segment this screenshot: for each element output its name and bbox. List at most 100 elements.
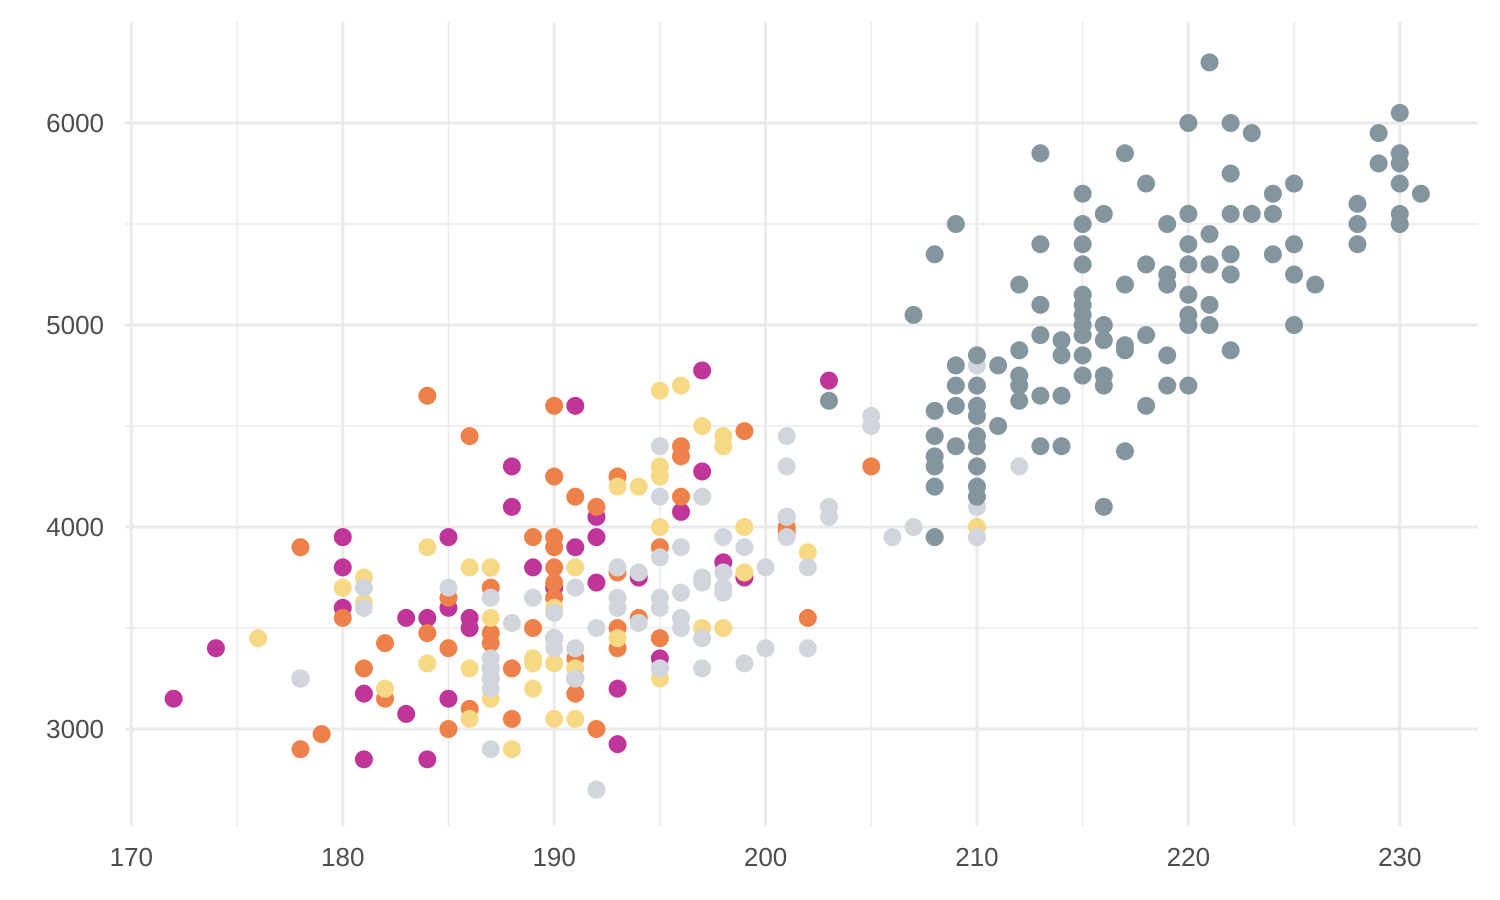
scatter-point — [608, 558, 627, 577]
scatter-point — [798, 608, 817, 627]
scatter-point — [1179, 114, 1198, 133]
scatter-point — [1221, 204, 1240, 223]
scatter-point — [714, 437, 733, 456]
scatter-point — [1052, 346, 1071, 365]
scatter-point — [1179, 255, 1198, 274]
scatter-point — [1073, 215, 1092, 234]
scatter-point — [777, 457, 796, 476]
x-tick-label: 180 — [321, 842, 364, 872]
scatter-point — [1390, 174, 1409, 193]
scatter-point — [798, 558, 817, 577]
scatter-point — [418, 386, 437, 405]
scatter-point — [502, 659, 521, 678]
scatter-point — [967, 406, 986, 425]
scatter-point — [587, 573, 606, 592]
scatter-point — [967, 487, 986, 506]
scatter-point — [608, 735, 627, 754]
scatter-point — [1390, 103, 1409, 122]
scatter-point — [1158, 215, 1177, 234]
scatter-point — [1179, 204, 1198, 223]
scatter-point — [1411, 184, 1430, 203]
scatter-point — [946, 396, 965, 415]
scatter-point — [1221, 245, 1240, 264]
scatter-point — [1073, 326, 1092, 345]
scatter-point — [1179, 285, 1198, 304]
scatter-point — [671, 583, 690, 602]
scatter-point — [545, 467, 564, 486]
scatter-point — [354, 578, 373, 597]
scatter-point — [671, 538, 690, 557]
scatter-point — [206, 639, 225, 658]
scatter-point — [481, 740, 500, 759]
scatter-point — [735, 563, 754, 582]
scatter-point — [777, 507, 796, 526]
scatter-point — [545, 603, 564, 622]
scatter-point — [714, 528, 733, 547]
scatter-point — [756, 639, 775, 658]
scatter-point — [883, 528, 902, 547]
scatter-point — [925, 528, 944, 547]
scatter-point — [693, 361, 712, 380]
scatter-point — [714, 583, 733, 602]
scatter-point — [1348, 235, 1367, 254]
scatter-point — [650, 487, 669, 506]
scatter-point — [1115, 144, 1134, 163]
scatter-point — [650, 467, 669, 486]
scatter-point — [777, 427, 796, 446]
scatter-point — [1010, 275, 1029, 294]
scatter-point — [333, 528, 352, 547]
scatter-point — [545, 558, 564, 577]
scatter-point — [249, 629, 268, 648]
scatter-point — [1348, 194, 1367, 213]
scatter-point — [545, 654, 564, 673]
scatter-point — [1221, 164, 1240, 183]
scatter-point — [798, 639, 817, 658]
scatter-point — [439, 639, 458, 658]
scatter-point — [418, 624, 437, 643]
scatter-point — [1073, 346, 1092, 365]
scatter-point — [524, 619, 543, 638]
scatter-point — [164, 689, 183, 708]
scatter-point — [1263, 184, 1282, 203]
scatter-point — [376, 679, 395, 698]
scatter-point — [1285, 174, 1304, 193]
scatter-point — [354, 598, 373, 617]
scatter-point — [312, 725, 331, 744]
scatter-point — [925, 245, 944, 264]
scatter-point — [460, 709, 479, 728]
scatter-point — [1179, 376, 1198, 395]
scatter-point — [460, 558, 479, 577]
scatter-point — [376, 634, 395, 653]
y-tick-label: 3000 — [46, 714, 104, 744]
scatter-point — [1031, 386, 1050, 405]
scatter-point — [1200, 53, 1219, 72]
scatter-point — [925, 401, 944, 420]
scatter-point — [671, 487, 690, 506]
scatter-point — [650, 659, 669, 678]
scatter-point — [1137, 396, 1156, 415]
scatter-point — [819, 371, 838, 390]
scatter-point — [1094, 497, 1113, 516]
scatter-point — [502, 709, 521, 728]
scatter-point — [1115, 275, 1134, 294]
scatter-point — [545, 396, 564, 415]
scatter-point — [502, 613, 521, 632]
scatter-point — [1348, 215, 1367, 234]
scatter-point — [1390, 154, 1409, 173]
scatter-point — [1200, 225, 1219, 244]
scatter-point — [460, 659, 479, 678]
x-tick-label: 210 — [955, 842, 998, 872]
scatter-point — [291, 669, 310, 688]
scatter-point — [650, 381, 669, 400]
scatter-point — [587, 619, 606, 638]
scatter-point — [333, 578, 352, 597]
scatter-point — [397, 608, 416, 627]
scatter-point — [1031, 437, 1050, 456]
scatter-point — [566, 558, 585, 577]
scatter-point — [1369, 154, 1388, 173]
scatter-point — [650, 548, 669, 567]
scatter-point — [1179, 316, 1198, 335]
scatter-point — [545, 573, 564, 592]
scatter-point — [946, 215, 965, 234]
scatter-point — [1094, 204, 1113, 223]
